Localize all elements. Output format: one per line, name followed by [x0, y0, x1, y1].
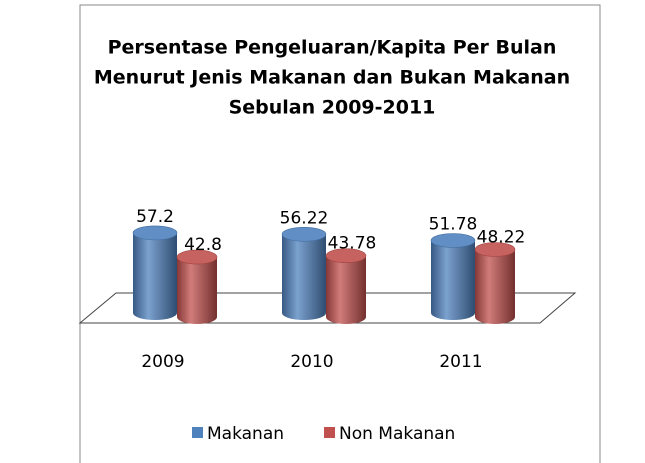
data-label: 42.8 — [184, 235, 222, 255]
data-label: 56.22 — [280, 208, 329, 228]
data-label: 43.78 — [328, 234, 377, 254]
bar-top — [325, 248, 367, 264]
chart-title: Menurut Jenis Makanan dan Bukan Makanan — [94, 67, 570, 89]
bar — [177, 257, 217, 324]
chart-title: Sebulan 2009-2011 — [229, 97, 436, 119]
bar — [431, 240, 475, 320]
legend-label: Makanan — [207, 424, 284, 444]
legend-label: Non Makanan — [339, 424, 455, 444]
bar — [133, 232, 177, 320]
data-label: 57.2 — [136, 207, 174, 227]
bar-top — [132, 225, 178, 241]
x-tick-label: 2011 — [439, 352, 482, 372]
bar — [326, 255, 366, 324]
bar-top — [430, 233, 476, 248]
bar — [475, 249, 515, 324]
bar-top — [281, 226, 327, 242]
legend-swatch — [192, 427, 203, 438]
legend-swatch — [324, 427, 336, 438]
x-tick-label: 2009 — [141, 352, 184, 372]
bar-top — [474, 242, 516, 257]
chart-title: Persentase Pengeluaran/Kapita Per Bulan — [108, 37, 557, 59]
data-label: 48.22 — [477, 227, 526, 247]
data-label: 51.78 — [429, 215, 478, 235]
bar — [282, 234, 326, 320]
x-tick-label: 2010 — [290, 352, 333, 372]
bar-top — [176, 249, 218, 265]
